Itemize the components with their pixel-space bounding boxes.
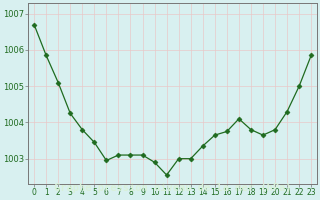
Text: Graphe pression niveau de la mer (hPa): Graphe pression niveau de la mer (hPa) <box>54 183 292 193</box>
